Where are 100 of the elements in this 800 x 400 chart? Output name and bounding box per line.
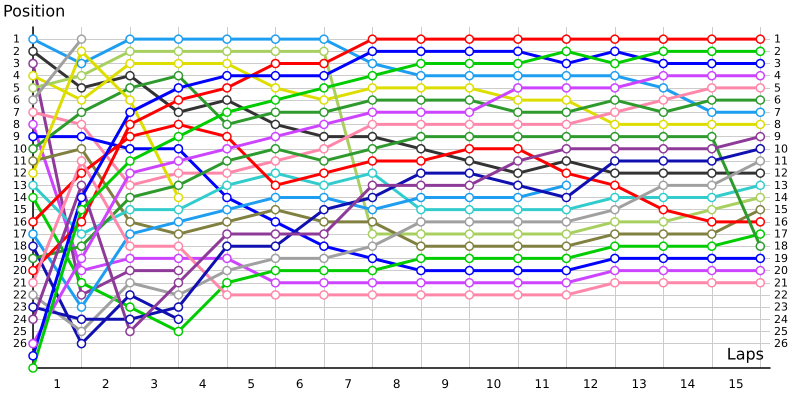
point: [174, 83, 184, 93]
point: [76, 217, 86, 227]
point: [270, 290, 280, 300]
point: [756, 34, 766, 44]
y-tick-label: 24: [13, 312, 27, 326]
point: [270, 34, 280, 44]
point: [270, 70, 280, 80]
point: [222, 278, 232, 288]
point: [513, 46, 523, 56]
point: [707, 132, 717, 142]
point: [174, 46, 184, 56]
point: [174, 254, 184, 264]
point: [28, 241, 38, 251]
point: [756, 144, 766, 154]
point: [222, 168, 232, 178]
point: [125, 168, 135, 178]
point: [319, 168, 329, 178]
y-tick-label: 21: [13, 276, 27, 290]
point: [562, 180, 572, 190]
point: [464, 168, 474, 178]
point: [270, 144, 280, 154]
point: [756, 83, 766, 93]
y2-tick-label: 4: [774, 69, 781, 82]
point: [368, 34, 378, 44]
point: [707, 95, 717, 105]
point: [513, 254, 523, 264]
point: [707, 229, 717, 239]
point: [707, 34, 717, 44]
point: [707, 83, 717, 93]
y2-tick-label: 24: [774, 312, 788, 326]
point: [464, 34, 474, 44]
y2-tick-label: 12: [774, 166, 788, 180]
x-tick-label: 1: [53, 377, 62, 391]
point: [28, 229, 38, 239]
point: [513, 95, 523, 105]
point: [125, 278, 135, 288]
point: [125, 70, 135, 80]
y-tick-label: 13: [13, 178, 27, 192]
point: [222, 83, 232, 93]
point: [28, 180, 38, 190]
y2-tick-label: 5: [774, 81, 781, 94]
point: [368, 168, 378, 178]
point: [76, 241, 86, 251]
y2-tick-label: 21: [774, 276, 788, 290]
point: [416, 290, 426, 300]
y-tick-label: 8: [13, 118, 20, 131]
point: [270, 83, 280, 93]
point: [319, 144, 329, 154]
point: [222, 229, 232, 239]
point: [125, 254, 135, 264]
point: [562, 290, 572, 300]
x-tick-label: 15: [728, 377, 744, 391]
point: [464, 241, 474, 251]
point: [756, 241, 766, 251]
point: [416, 217, 426, 227]
point: [464, 290, 474, 300]
point: [368, 95, 378, 105]
point: [562, 241, 572, 251]
y2-tick-label: 1: [774, 32, 781, 46]
point: [464, 70, 474, 80]
y-tick-label: 14: [13, 191, 27, 204]
point: [319, 34, 329, 44]
point: [76, 46, 86, 56]
point: [222, 241, 232, 251]
y2-tick-label: 14: [774, 191, 788, 204]
point: [76, 168, 86, 178]
point: [756, 254, 766, 264]
y-tick-label: 9: [13, 130, 20, 144]
y-tick-label: 25: [13, 324, 27, 338]
point: [562, 70, 572, 80]
point: [222, 58, 232, 68]
point: [513, 266, 523, 276]
point: [368, 46, 378, 56]
point: [319, 46, 329, 56]
point: [562, 95, 572, 105]
point: [610, 144, 620, 154]
point: [707, 156, 717, 166]
point: [125, 95, 135, 105]
point: [658, 95, 668, 105]
point: [513, 168, 523, 178]
point: [562, 204, 572, 214]
point: [270, 95, 280, 105]
point: [174, 192, 184, 202]
point: [222, 46, 232, 56]
point: [125, 302, 135, 312]
point: [610, 108, 620, 117]
point: [76, 229, 86, 239]
point: [28, 46, 38, 56]
y-tick-label: 19: [13, 252, 27, 265]
y-tick-label: 10: [13, 142, 27, 156]
point: [319, 83, 329, 93]
point: [28, 70, 38, 80]
point: [464, 156, 474, 166]
point: [707, 108, 717, 117]
point: [319, 70, 329, 80]
point: [416, 229, 426, 239]
point: [513, 83, 523, 93]
point: [368, 204, 378, 214]
y2-tick-label: 10: [774, 142, 788, 156]
point: [658, 254, 668, 264]
